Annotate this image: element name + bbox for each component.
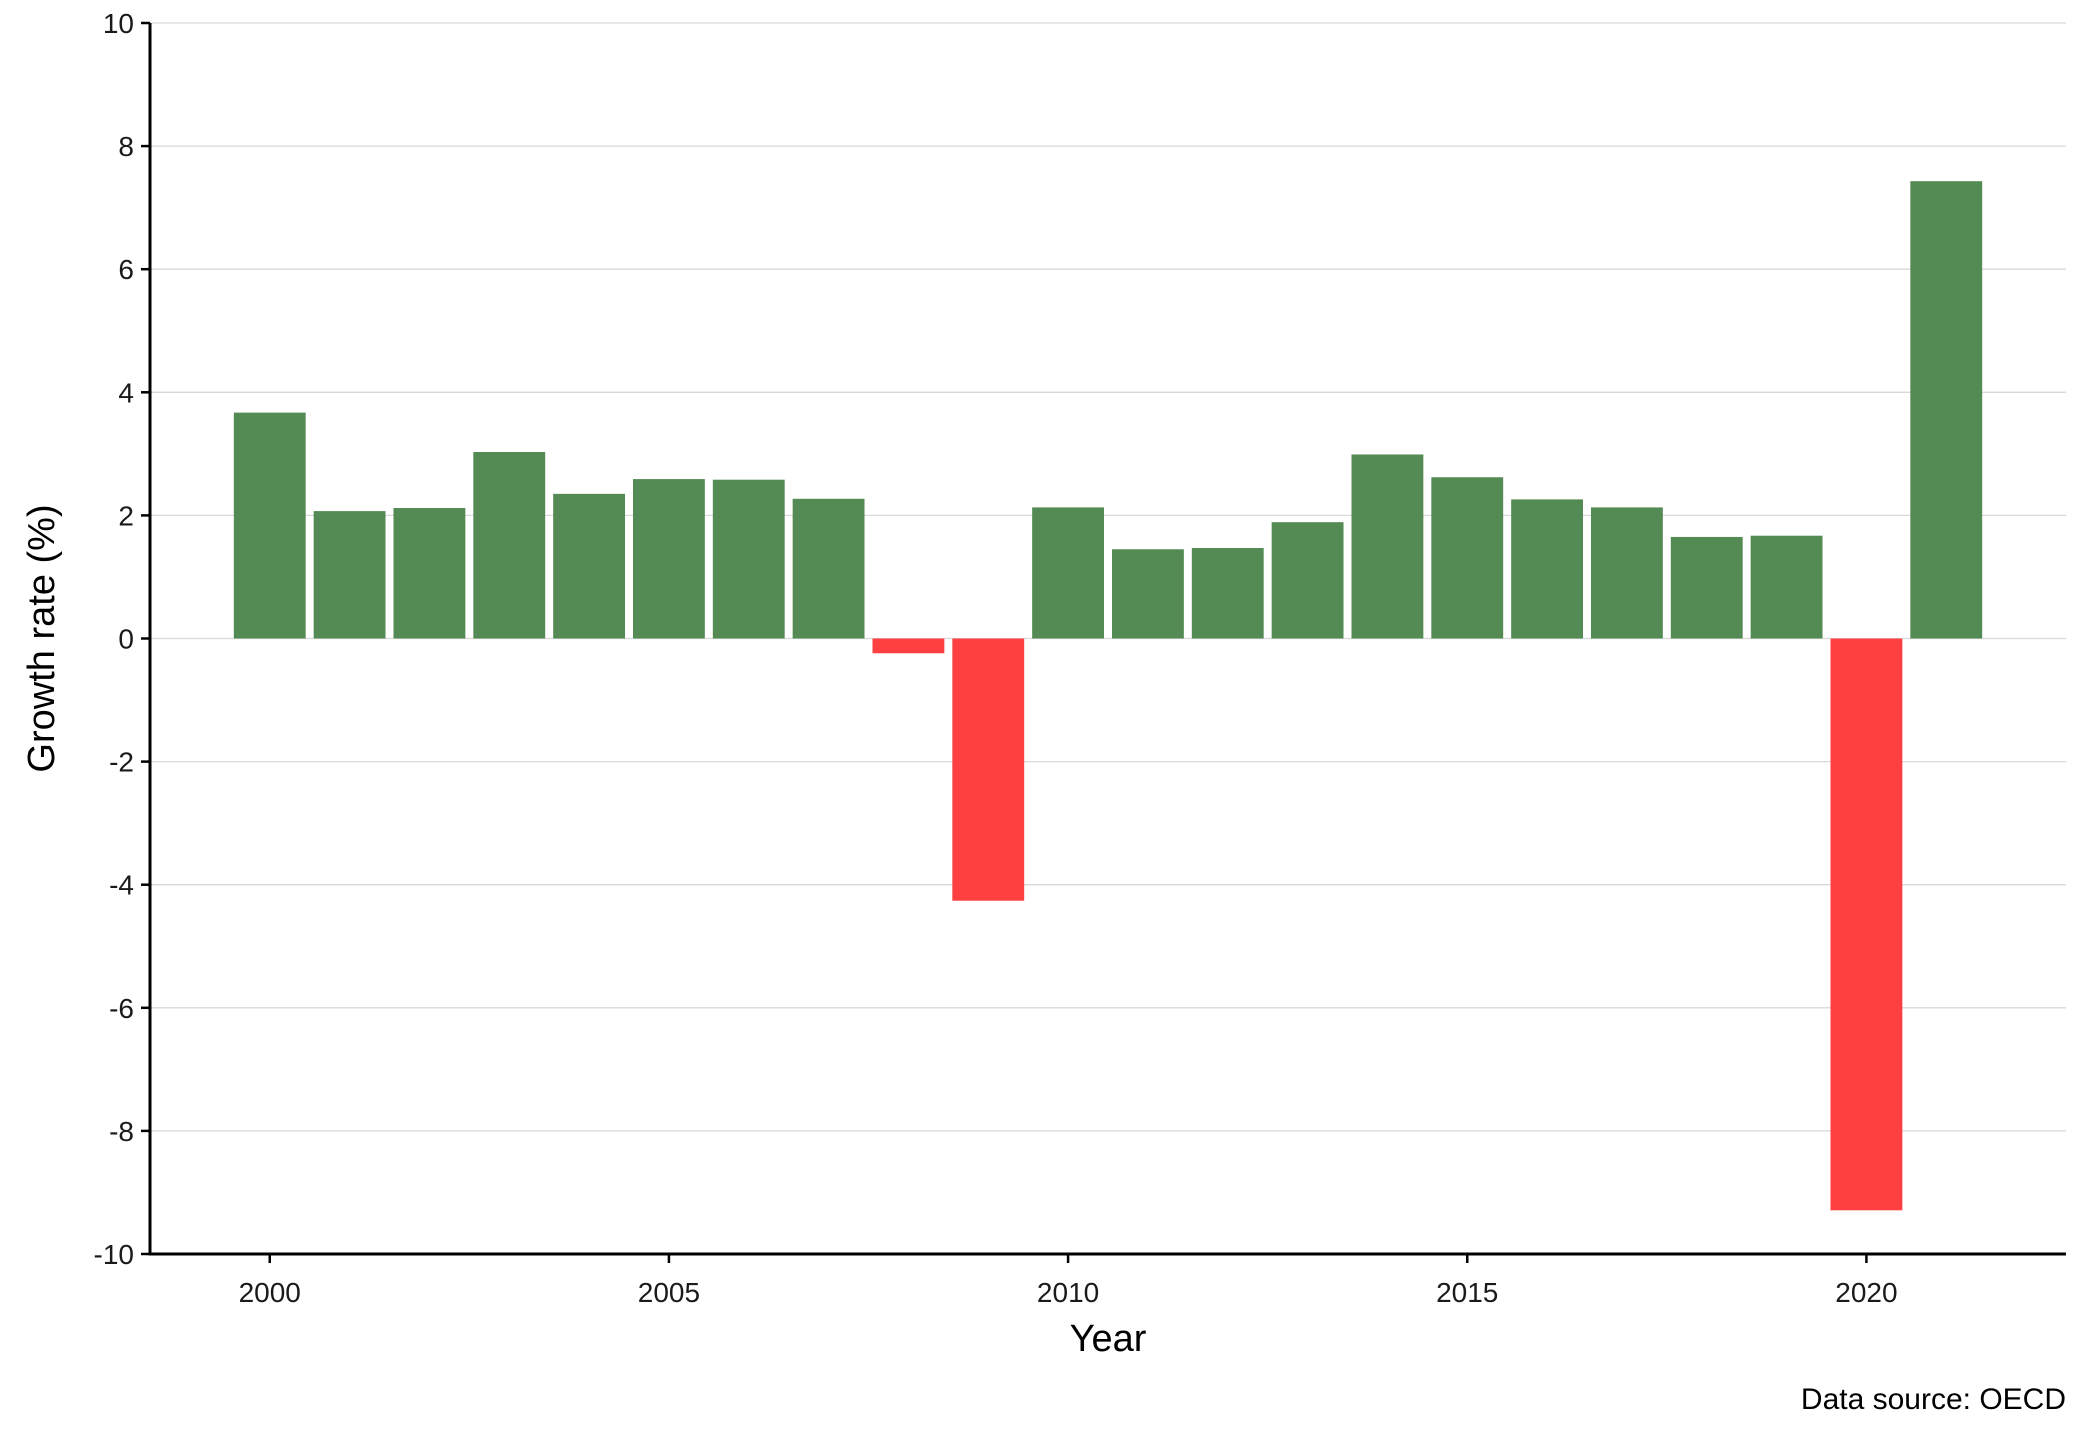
gridlines [150, 22, 2066, 1132]
y-tick-label: 0 [118, 624, 134, 655]
bar-2017 [1590, 507, 1663, 639]
y-tick-label: 10 [103, 8, 134, 39]
bar-2014 [1351, 454, 1424, 639]
y-tick-label: -2 [109, 747, 134, 778]
bar-2008 [872, 638, 945, 654]
bar-2002 [393, 508, 466, 639]
x-tick-label: 2020 [1835, 1277, 1897, 1308]
y-tick-label: -8 [109, 1116, 134, 1147]
bar-2021 [1910, 181, 1983, 639]
bar-2015 [1431, 477, 1504, 639]
y-tick-label: 2 [118, 500, 134, 531]
y-tick-label: 4 [118, 377, 134, 408]
bar-2019 [1750, 535, 1823, 639]
x-axis-title: Year [1070, 1318, 1147, 1360]
x-tick-label: 2000 [239, 1277, 301, 1308]
bar-2020 [1830, 638, 1903, 1211]
bar-2009 [952, 638, 1025, 901]
bar-2004 [553, 493, 626, 639]
bar-2018 [1670, 536, 1743, 639]
bar-2003 [473, 452, 546, 639]
y-tick-label: -6 [109, 993, 134, 1024]
y-axis-title: Growth rate (%) [21, 504, 63, 772]
bar-2010 [1032, 507, 1105, 639]
data-source-caption: Data source: OECD [1801, 1383, 2066, 1416]
bar-2000 [233, 412, 306, 639]
x-tick-label: 2010 [1037, 1277, 1099, 1308]
bar-2012 [1191, 548, 1264, 639]
x-tick-label: 2005 [638, 1277, 700, 1308]
bar-2007 [792, 498, 865, 639]
x-tick-label: 2015 [1436, 1277, 1498, 1308]
y-tick-label: 8 [118, 131, 134, 162]
bars [233, 181, 1983, 1211]
bar-2011 [1111, 549, 1184, 639]
bar-2005 [632, 479, 705, 639]
y-tick-label: 6 [118, 254, 134, 285]
x-ticks: 2000 2005 2010 2015 2020 [239, 1254, 1898, 1308]
bar-2016 [1511, 499, 1584, 639]
axes [148, 23, 2066, 1256]
bar-2001 [313, 511, 386, 639]
y-tick-label: -10 [94, 1239, 134, 1270]
bar-2006 [712, 479, 785, 639]
y-ticks: -10 -8 -6 -4 -2 0 2 4 6 8 10 [94, 8, 150, 1270]
bar-2013 [1271, 522, 1344, 639]
y-tick-label: -4 [109, 870, 134, 901]
